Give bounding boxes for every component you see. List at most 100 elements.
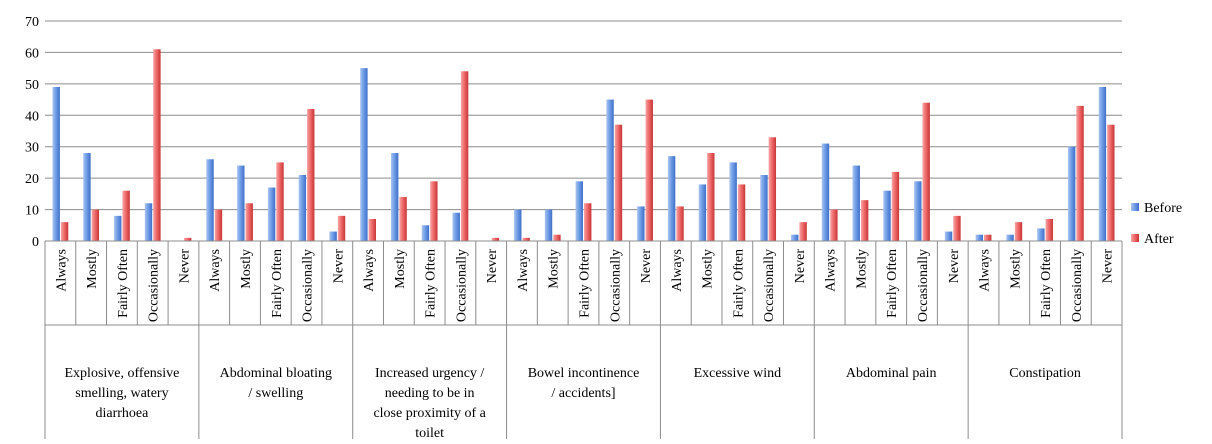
bar-before (883, 190, 891, 241)
x-category-label: Always (516, 249, 531, 292)
x-group-label: Bowel incontinence (528, 366, 640, 381)
bar-before (452, 212, 460, 241)
y-tick-label: 10 (25, 204, 39, 219)
x-category-label: Occasionally (608, 249, 623, 322)
x-category-label: Mostly (547, 249, 562, 289)
x-group-label: needing to be in (385, 386, 475, 401)
x-category-label: Occasionally (147, 249, 162, 322)
bar-before (237, 165, 245, 241)
bar-before (544, 209, 553, 241)
x-category-label: Fairly Often (578, 249, 593, 318)
bar-before (298, 175, 307, 241)
bar-before (514, 209, 522, 241)
bar-after (676, 206, 684, 241)
bar-after (984, 234, 992, 241)
x-category-label: Always (978, 249, 993, 292)
bar-after (584, 203, 592, 241)
x-category-label: Fairly Often (1039, 249, 1054, 318)
bar-before (944, 231, 953, 241)
bars (52, 49, 1115, 242)
y-tick-label: 60 (25, 46, 39, 61)
bar-before (206, 159, 214, 241)
bar-after (91, 209, 100, 241)
x-group-label: / swelling (248, 386, 303, 401)
axes (44, 240, 1123, 439)
bar-before (791, 234, 799, 241)
bar-after (860, 200, 869, 241)
bar-before (390, 153, 399, 241)
bar-after (460, 71, 469, 242)
bar-after (522, 237, 530, 241)
bar-before (1098, 87, 1107, 241)
legend-label: Before (1144, 201, 1182, 216)
bar-after (1014, 222, 1023, 241)
bar-before (667, 156, 676, 241)
legend: Before After (1131, 201, 1182, 247)
bar-before (52, 87, 60, 241)
bar-after (737, 184, 746, 241)
x-category-label: Fairly Often (424, 249, 439, 318)
bar-before (729, 162, 737, 241)
x-category-label: Fairly Often (116, 249, 131, 318)
bar-before (1037, 228, 1045, 241)
bar-before (914, 181, 922, 241)
bar-after (1076, 105, 1084, 241)
bar-after (276, 162, 284, 241)
bar-before (114, 215, 122, 241)
x-category-label: Occasionally (1070, 249, 1085, 322)
x-category-label: Mostly (239, 249, 254, 289)
y-tick-label: 70 (25, 15, 39, 30)
bar-after (214, 209, 223, 241)
x-category-label: Mostly (854, 249, 869, 289)
x-category-label: Mostly (1008, 249, 1023, 289)
x-group-label: toilet (415, 426, 444, 439)
x-group-label: close proximity of a (373, 406, 486, 421)
bar-after (768, 137, 777, 241)
x-category-label: Never (331, 249, 346, 284)
x-category-label: Fairly Often (885, 249, 900, 318)
x-group-label: Constipation (1009, 366, 1081, 381)
bar-after (368, 219, 376, 241)
bar-after (553, 234, 561, 241)
y-tick-label: 0 (32, 235, 39, 250)
x-group-label: diarrhoea (95, 406, 149, 421)
x-category-label: Never (485, 249, 500, 284)
bar-after (1107, 124, 1115, 241)
x-group-label: smelling, watery (75, 386, 168, 401)
x-category-label: Never (1101, 249, 1116, 284)
x-category-label: Mostly (701, 249, 716, 289)
y-tick-label: 50 (25, 78, 39, 93)
legend-swatch-before (1131, 203, 1139, 211)
x-category-label: Never (947, 249, 962, 284)
bar-after (891, 171, 900, 241)
x-group-label: Explosive, offensive (65, 366, 180, 381)
x-category-label: Always (670, 249, 685, 292)
x-category-label: Fairly Often (731, 249, 746, 318)
x-category-label: Occasionally (301, 249, 316, 322)
bar-before (575, 181, 583, 241)
bar-after (337, 215, 346, 241)
bar-after (430, 181, 438, 241)
x-group-label: / accidents] (551, 386, 615, 401)
bar-before (144, 203, 153, 241)
x-group-label: Abdominal pain (846, 366, 937, 381)
bar-after (799, 222, 807, 241)
y-tick-label: 40 (25, 109, 39, 124)
x-category-label: Always (54, 249, 69, 292)
bar-after (922, 102, 930, 241)
x-category-label: Mostly (85, 249, 100, 289)
bar-after (245, 203, 253, 241)
bar-before (267, 187, 276, 241)
bar-after (491, 237, 500, 241)
bar-after (645, 99, 653, 241)
bar-before (821, 143, 830, 241)
legend-label: After (1144, 232, 1174, 247)
x-category-label: Always (824, 249, 839, 292)
bar-after (153, 49, 161, 242)
bar-before (1067, 146, 1076, 241)
x-group-label: Excessive wind (694, 366, 781, 381)
bar-after (399, 197, 407, 241)
y-tick-label: 20 (25, 172, 39, 187)
bar-before (606, 99, 614, 241)
